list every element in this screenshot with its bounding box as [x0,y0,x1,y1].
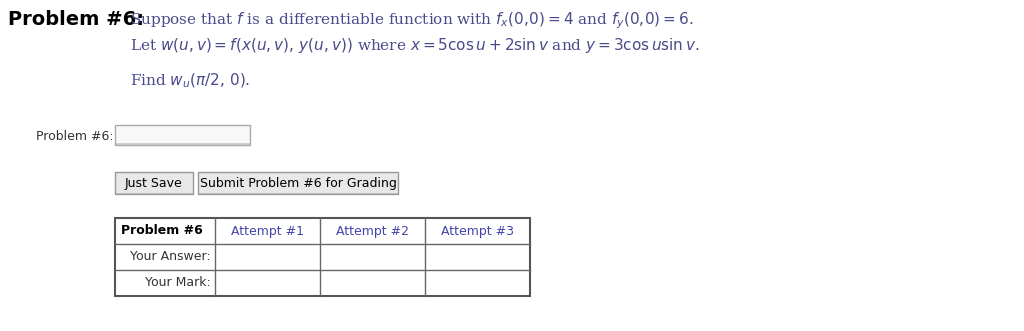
Text: Let $w(u, v) = f(x(u, v),\, y(u, v))$ where $x = 5\cos u + 2\sin v$ and $y = 3\c: Let $w(u, v) = f(x(u, v),\, y(u, v))$ wh… [130,36,699,55]
Bar [198,172,398,194]
Text: Problem #6: Problem #6 [121,224,203,238]
Bar [198,172,398,193]
Text: Attempt #3: Attempt #3 [441,224,514,238]
Text: Problem #6:: Problem #6: [36,130,114,143]
Bar [115,172,193,193]
Bar [115,218,530,296]
Text: Attempt #2: Attempt #2 [336,224,409,238]
Text: Attempt #1: Attempt #1 [231,224,304,238]
Text: Problem #6:: Problem #6: [8,10,144,29]
Bar [115,125,250,143]
Bar [115,125,250,145]
Bar [198,172,398,194]
Bar [115,172,193,194]
Text: Submit Problem #6 for Grading: Submit Problem #6 for Grading [200,176,396,190]
Text: Your Answer:: Your Answer: [130,251,211,263]
Text: Find $w_u(\pi/2,\, 0).$: Find $w_u(\pi/2,\, 0).$ [130,72,250,90]
Text: Just Save: Just Save [125,176,183,190]
Text: Suppose that $\mathit{f}$ is a differentiable function with $f_x(0,\!0) = 4$ and: Suppose that $\mathit{f}$ is a different… [130,10,693,30]
Text: Your Mark:: Your Mark: [145,276,211,290]
Bar [115,125,250,145]
Bar [115,172,193,194]
